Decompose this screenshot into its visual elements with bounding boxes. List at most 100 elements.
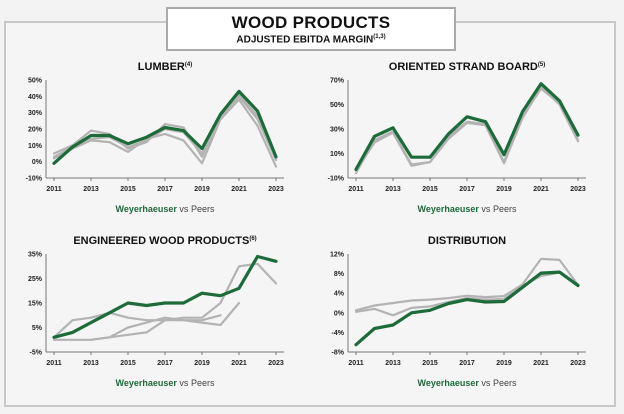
x-tick-label: 2017 bbox=[459, 360, 475, 367]
y-tick-label: 0% bbox=[334, 310, 345, 317]
chart-svg: DISTRIBUTION -8% -4% 0% 4% 8% 12% 2011 2013 2015 2… bbox=[330, 235, 586, 388]
chart-legend: Weyerhaeuser vs Peers bbox=[116, 204, 215, 214]
legend-company: Weyerhaeuser bbox=[116, 204, 178, 214]
title-box: WOOD PRODUCTS ADJUSTED EBITDA MARGIN(1,3… bbox=[166, 7, 456, 51]
series-line-weyerhaeuser bbox=[52, 89, 278, 165]
chart-svg: ORIENTED STRAND BOARD(5) -10% 10% 30% 50% 70%… bbox=[328, 61, 586, 214]
y-tick-label: 50% bbox=[28, 78, 43, 85]
chart-legend: Weyerhaeuser vs Peers bbox=[418, 378, 517, 388]
x-tick-label: 2011 bbox=[46, 186, 61, 193]
x-tick-label: 2021 bbox=[231, 186, 247, 193]
chart-osb: ORIENTED STRAND BOARD(5) -10% 10% 30% 50% 70%… bbox=[314, 56, 612, 228]
x-tick-label: 2023 bbox=[268, 360, 284, 367]
panel-frame bbox=[4, 21, 616, 407]
x-tick-label: 2013 bbox=[385, 360, 401, 367]
chart-legend: Weyerhaeuser vs Peers bbox=[116, 378, 215, 388]
y-tick-label: 30% bbox=[28, 110, 43, 117]
subtitle-note: (1,3) bbox=[373, 34, 386, 40]
legend-connector: vs bbox=[479, 378, 493, 388]
legend-connector: vs bbox=[177, 378, 191, 388]
y-tick-label: 70% bbox=[330, 78, 345, 85]
legend-company: Weyerhaeuser bbox=[418, 378, 480, 388]
subtitle-text: ADJUSTED EBITDA MARGIN bbox=[236, 34, 374, 46]
x-tick-label: 2015 bbox=[422, 186, 438, 193]
x-tick-label: 2011 bbox=[46, 360, 61, 367]
x-tick-label: 2023 bbox=[268, 186, 284, 193]
x-tick-label: 2019 bbox=[194, 360, 210, 367]
x-tick-label: 2011 bbox=[348, 186, 363, 193]
legend-company: Weyerhaeuser bbox=[116, 378, 178, 388]
legend-company: Weyerhaeuser bbox=[418, 204, 480, 214]
chart-title: DISTRIBUTION bbox=[428, 235, 506, 247]
legend-peers: Peers bbox=[191, 378, 215, 388]
chart-title-text: DISTRIBUTION bbox=[428, 235, 506, 247]
page-subtitle: ADJUSTED EBITDA MARGIN(1,3) bbox=[168, 34, 454, 45]
y-tick-label: 10% bbox=[330, 151, 345, 158]
series-line-peer bbox=[52, 301, 241, 341]
page-title: WOOD PRODUCTS bbox=[231, 13, 391, 32]
y-tick-label: 35% bbox=[28, 252, 43, 259]
y-tick-label: 15% bbox=[28, 301, 43, 308]
y-tick-label: 30% bbox=[330, 127, 345, 134]
x-tick-label: 2017 bbox=[157, 360, 173, 367]
y-tick-label: 10% bbox=[28, 143, 43, 150]
y-tick-label: 0% bbox=[32, 159, 43, 166]
chart-legend: Weyerhaeuser vs Peers bbox=[418, 204, 517, 214]
y-tick-label: 5% bbox=[32, 325, 43, 332]
x-tick-label: 2019 bbox=[194, 186, 210, 193]
x-tick-label: 2019 bbox=[496, 360, 512, 367]
y-tick-label: 12% bbox=[330, 252, 345, 259]
chart-title-note: (5) bbox=[538, 62, 545, 68]
x-tick-label: 2023 bbox=[570, 360, 586, 367]
chart-title-text: LUMBER bbox=[138, 61, 185, 73]
y-tick-label: -10% bbox=[328, 176, 345, 183]
y-tick-label: 25% bbox=[28, 276, 43, 283]
chart-lumber: LUMBER(4) -10% 0% 10% 20% 30% 40% 50% 2011 2013 20… bbox=[12, 56, 310, 228]
y-tick-label: -4% bbox=[332, 330, 345, 337]
chart-title: ORIENTED STRAND BOARD(5) bbox=[389, 61, 545, 73]
x-tick-label: 2021 bbox=[533, 186, 549, 193]
chart-title: LUMBER(4) bbox=[138, 61, 192, 73]
series-line-weyerhaeuser bbox=[354, 82, 580, 171]
chart-title-text: ORIENTED STRAND BOARD bbox=[389, 61, 538, 73]
series-line-peer bbox=[89, 314, 222, 341]
x-tick-label: 2013 bbox=[385, 186, 401, 193]
y-tick-label: 8% bbox=[334, 271, 345, 278]
x-tick-label: 2015 bbox=[422, 360, 438, 367]
y-tick-label: 40% bbox=[28, 94, 43, 101]
series-line-peer bbox=[354, 257, 580, 312]
legend-peers: Peers bbox=[493, 378, 517, 388]
chart-svg: LUMBER(4) -10% 0% 10% 20% 30% 40% 50% 2011 2013 20… bbox=[26, 61, 284, 214]
chart-title-note: (6) bbox=[249, 236, 256, 242]
chart-distribution: DISTRIBUTION -8% -4% 0% 4% 8% 12% 2011 2013 2015 2… bbox=[314, 230, 612, 402]
x-tick-label: 2015 bbox=[120, 186, 136, 193]
y-tick-label: -10% bbox=[26, 176, 43, 183]
series-line-weyerhaeuser bbox=[354, 270, 580, 347]
x-tick-label: 2013 bbox=[83, 360, 99, 367]
x-tick-label: 2017 bbox=[459, 186, 475, 193]
x-tick-label: 2011 bbox=[348, 360, 363, 367]
y-tick-label: 50% bbox=[330, 102, 345, 109]
chart-svg: ENGINEERED WOOD PRODUCTS(6) -5% 5% 15% 25% 35… bbox=[28, 235, 284, 388]
series-line-peer bbox=[354, 271, 580, 317]
series-line-peer bbox=[354, 86, 580, 172]
chart-title-note: (4) bbox=[185, 62, 192, 68]
x-tick-label: 2015 bbox=[120, 360, 136, 367]
x-tick-label: 2013 bbox=[83, 186, 99, 193]
x-tick-label: 2023 bbox=[570, 186, 586, 193]
series-line-weyerhaeuser bbox=[52, 254, 278, 339]
x-tick-label: 2021 bbox=[533, 360, 549, 367]
series-line-peer bbox=[52, 98, 278, 168]
y-tick-label: -5% bbox=[30, 350, 43, 357]
x-tick-label: 2017 bbox=[157, 186, 173, 193]
legend-connector: vs bbox=[177, 204, 191, 214]
y-tick-label: 4% bbox=[334, 291, 345, 298]
legend-peers: Peers bbox=[191, 204, 215, 214]
x-tick-label: 2021 bbox=[231, 360, 247, 367]
chart-title-text: ENGINEERED WOOD PRODUCTS bbox=[73, 235, 249, 247]
x-tick-label: 2019 bbox=[496, 186, 512, 193]
chart-title: ENGINEERED WOOD PRODUCTS(6) bbox=[73, 235, 256, 247]
y-tick-label: -8% bbox=[332, 350, 345, 357]
legend-peers: Peers bbox=[493, 204, 517, 214]
legend-connector: vs bbox=[479, 204, 493, 214]
